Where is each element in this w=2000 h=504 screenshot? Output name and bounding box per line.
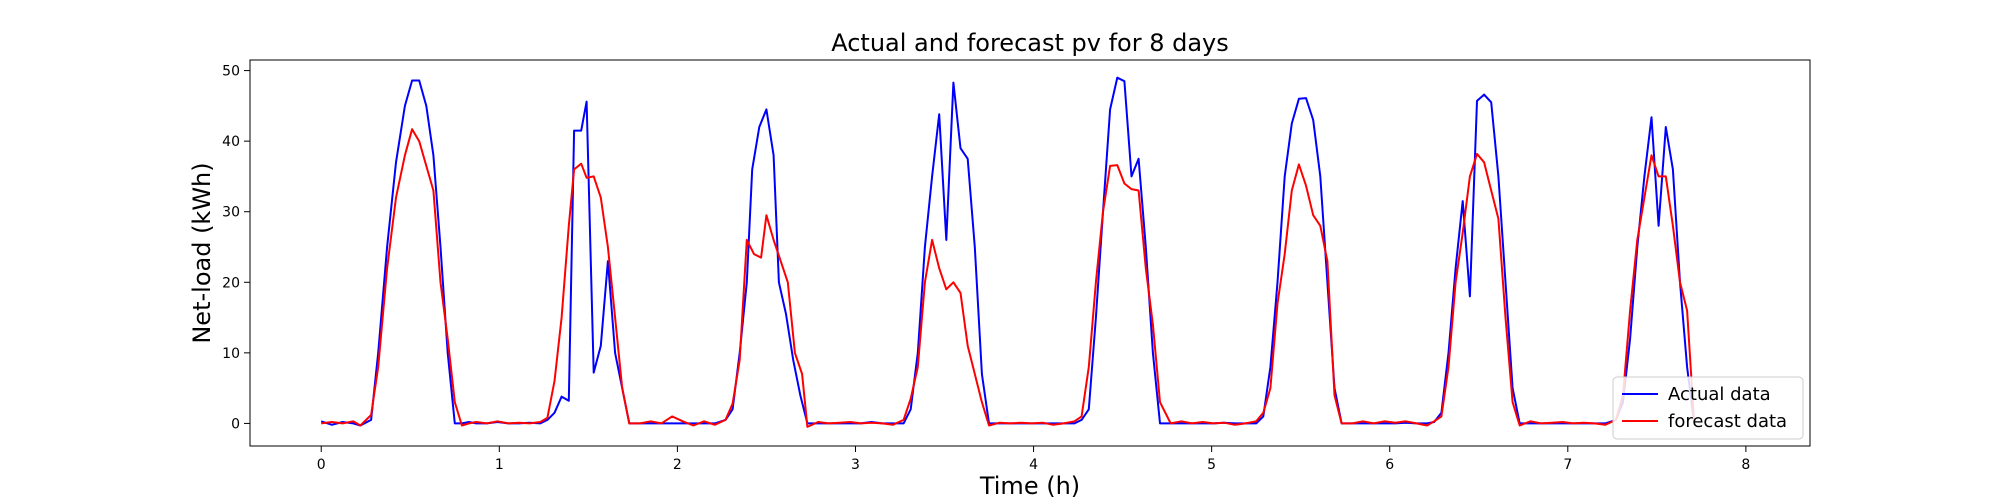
legend-label-forecast: forecast data (1668, 411, 1787, 432)
chart-title: Actual and forecast pv for 8 days (831, 29, 1229, 57)
y-tick-label: 20 (222, 275, 240, 291)
x-tick-label: 1 (495, 457, 504, 473)
x-tick-label: 7 (1563, 457, 1572, 473)
plot-area (249, 59, 1811, 447)
legend-label-actual: Actual data (1668, 384, 1771, 405)
y-tick-label: 50 (222, 64, 240, 80)
y-tick-label: 10 (222, 346, 240, 362)
forecast-data-line (321, 128, 1696, 428)
legend-box (1612, 376, 1804, 440)
y-tick-label: 30 (222, 205, 240, 221)
x-axis: 0 1 2 3 4 5 6 7 8 (317, 446, 1750, 473)
x-tick-label: 2 (673, 457, 682, 473)
x-tick-label: 3 (851, 457, 860, 473)
y-tick-label: 40 (222, 134, 240, 150)
x-axis-label: Time (h) (979, 472, 1080, 500)
y-axis: 0 10 20 30 40 50 (222, 64, 250, 432)
y-tick-label: 0 (231, 416, 240, 432)
x-tick-label: 0 (317, 457, 326, 473)
y-axis-label: Net-load (kWh) (188, 162, 216, 343)
x-tick-label: 5 (1207, 457, 1216, 473)
legend: Actual data forecast data (1612, 376, 1804, 440)
x-tick-label: 8 (1741, 457, 1750, 473)
x-tick-label: 4 (1029, 457, 1038, 473)
x-tick-label: 6 (1385, 457, 1394, 473)
actual-data-line (320, 76, 1696, 427)
series-layer (320, 76, 1696, 428)
